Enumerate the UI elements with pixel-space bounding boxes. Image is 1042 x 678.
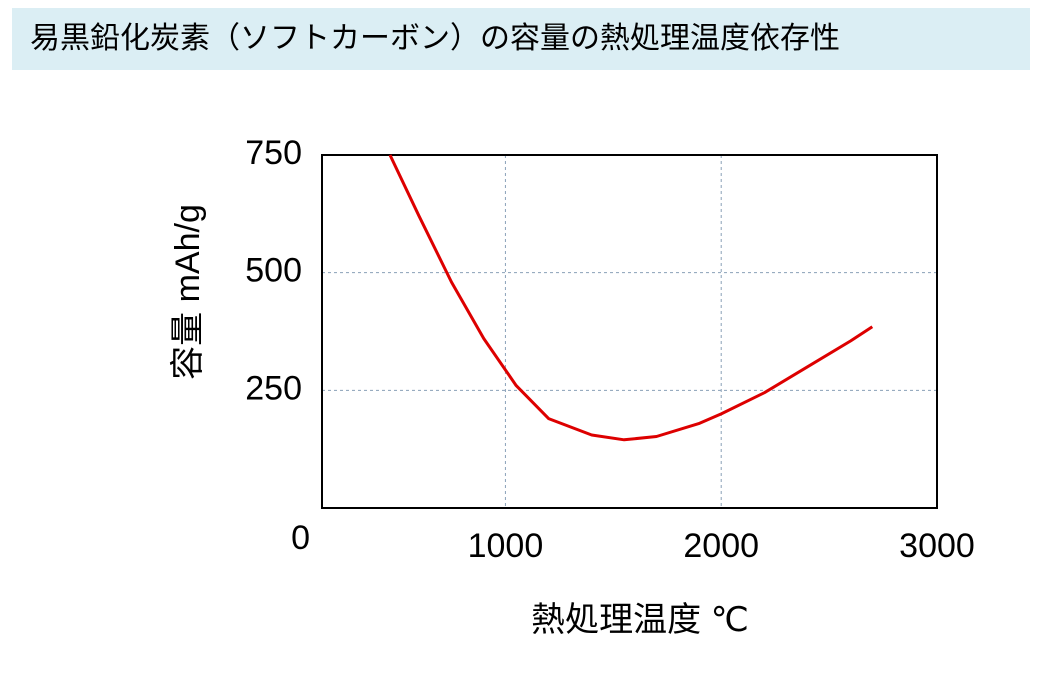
plot-frame bbox=[321, 154, 938, 509]
title-bar bbox=[12, 8, 1030, 70]
x-axis-label: 熱処理温度 ℃ bbox=[531, 601, 749, 639]
x-tick-label: 2000 bbox=[683, 527, 759, 565]
y-tick-label: 500 bbox=[245, 252, 302, 290]
y-axis-label: 容量 mAh/g bbox=[169, 204, 207, 380]
y-tick-label: 0 bbox=[291, 519, 310, 557]
y-tick-label: 750 bbox=[245, 134, 302, 172]
x-tick-label: 1000 bbox=[468, 527, 544, 565]
chart-title: 易黒鉛化炭素（ソフトカーボン）の容量の熱処理温度依存性 bbox=[30, 22, 840, 55]
x-tick-label: 3000 bbox=[899, 527, 975, 565]
line-series bbox=[388, 154, 874, 442]
y-tick-label: 250 bbox=[245, 369, 302, 407]
